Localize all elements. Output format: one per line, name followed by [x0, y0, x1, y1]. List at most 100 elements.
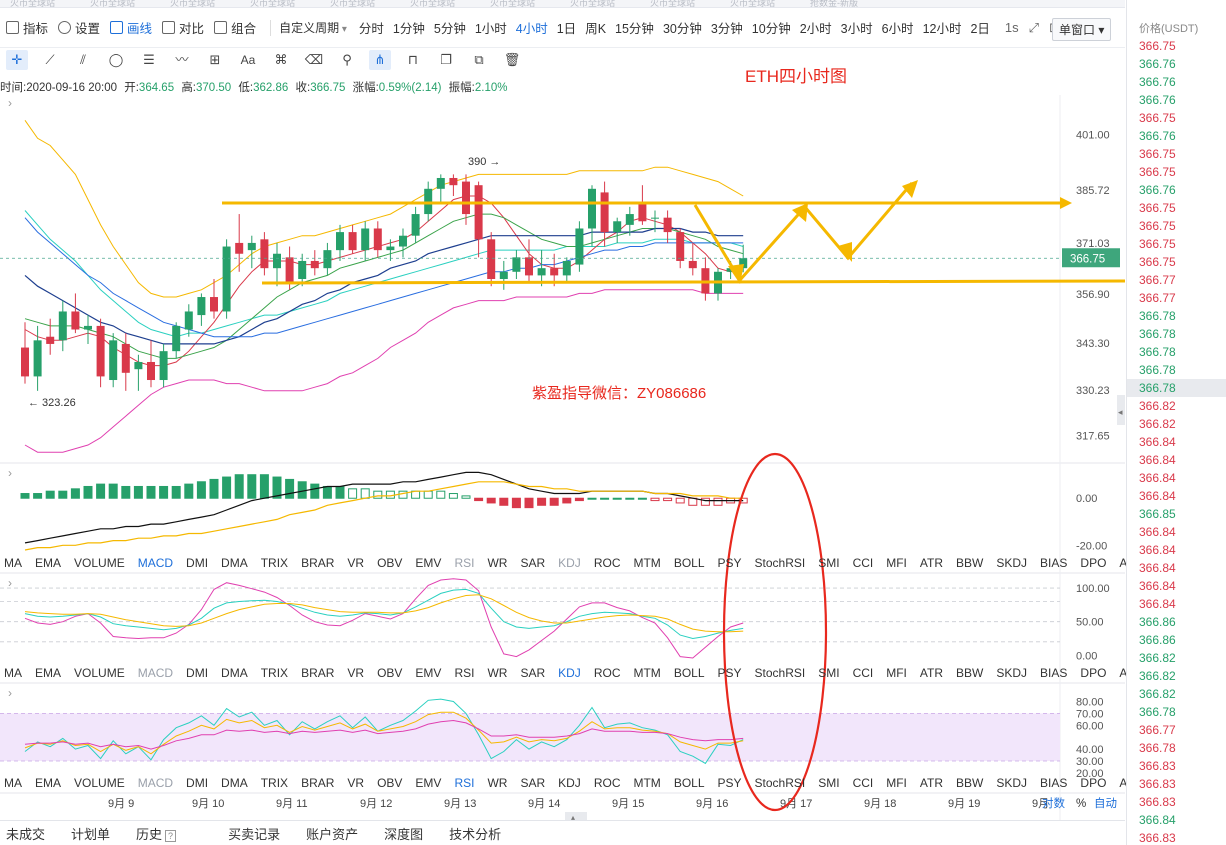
- indicator-tab-smi[interactable]: SMI: [818, 666, 840, 680]
- exchange-tab[interactable]: 火币全球站: [10, 0, 56, 8]
- indicator-tab-dmi[interactable]: DMI: [186, 666, 209, 680]
- price-row[interactable]: 366.83: [1139, 759, 1176, 773]
- indicator-tab-cci[interactable]: CCI: [852, 666, 874, 680]
- trend-line-icon[interactable]: ⟋: [45, 52, 55, 67]
- indicator-tab-roc[interactable]: ROC: [593, 666, 621, 680]
- indicator-tab-atr[interactable]: ATR: [919, 556, 944, 570]
- indicator-tab-sar[interactable]: SAR: [520, 666, 546, 680]
- price-row[interactable]: 366.84: [1139, 525, 1176, 539]
- period-option[interactable]: 10分钟: [751, 22, 791, 36]
- indicator-tab-stochrsi[interactable]: StochRSI: [754, 666, 806, 680]
- period-option[interactable]: 3小时: [840, 22, 873, 36]
- copy-icon[interactable]: ❐: [440, 52, 452, 67]
- period-option[interactable]: 15分钟: [615, 22, 654, 36]
- price-row[interactable]: 366.78: [1139, 363, 1176, 377]
- pattern-icon[interactable]: ⌘: [274, 52, 288, 67]
- indicator-tab-macd[interactable]: MACD: [137, 776, 174, 790]
- price-row[interactable]: 366.75: [1139, 165, 1176, 179]
- price-row[interactable]: 366.84: [1139, 813, 1176, 827]
- indicator-tab-kdj[interactable]: KDJ: [558, 556, 581, 570]
- bottom-tab[interactable]: 买卖记录: [228, 826, 281, 842]
- indicator-tab-mfi[interactable]: MFI: [886, 666, 907, 680]
- indicator-tab-obv[interactable]: OBV: [377, 776, 403, 790]
- bottom-tab[interactable]: 技术分析: [449, 826, 502, 842]
- indicator-tab-wr[interactable]: WR: [487, 666, 508, 680]
- exchange-tab[interactable]: 火币全球站: [650, 0, 696, 8]
- indicator-tab-dpo[interactable]: DPO: [1080, 556, 1107, 570]
- indicator-tab-rsi[interactable]: RSI: [454, 666, 475, 680]
- indicator-tab-obv[interactable]: OBV: [377, 666, 403, 680]
- indicator-tab-vr[interactable]: VR: [347, 556, 365, 570]
- indicator-tab-wr[interactable]: WR: [487, 556, 508, 570]
- layers-icon[interactable]: ⧉: [474, 52, 484, 67]
- indicator-tab-smi[interactable]: SMI: [818, 776, 840, 790]
- price-row[interactable]: 366.86: [1139, 633, 1176, 647]
- indicator-tab-cci[interactable]: CCI: [852, 556, 874, 570]
- period-option[interactable]: 5分钟: [433, 22, 466, 36]
- price-row[interactable]: 366.84: [1139, 435, 1176, 449]
- indicator-tab-bias[interactable]: BIAS: [1040, 776, 1068, 790]
- price-row[interactable]: 366.77: [1139, 291, 1176, 305]
- indicator-tab-obv[interactable]: OBV: [377, 556, 403, 570]
- exchange-tab[interactable]: 火币全球站: [410, 0, 456, 8]
- custom-period-dropdown[interactable]: 自定义周期: [279, 19, 347, 36]
- indicator-tab-sar[interactable]: SAR: [520, 776, 546, 790]
- indicator-tab-kdj[interactable]: KDJ: [558, 666, 581, 680]
- bottom-tab[interactable]: 深度图: [384, 826, 424, 842]
- indicator-tab-atr[interactable]: ATR: [919, 666, 944, 680]
- indicator-tab-bbw[interactable]: BBW: [956, 556, 984, 570]
- indicator-tab-mfi[interactable]: MFI: [886, 776, 907, 790]
- period-option[interactable]: 1分钟: [392, 22, 425, 36]
- indicator-tab-ema[interactable]: EMA: [35, 556, 62, 570]
- period-option[interactable]: 6小时: [881, 22, 914, 36]
- indicator-tab-dma[interactable]: DMA: [221, 666, 248, 680]
- exchange-tab[interactable]: 火币全球站: [490, 0, 536, 8]
- indicator-tab-volume[interactable]: VOLUME: [74, 556, 125, 570]
- indicator-tab-emv[interactable]: EMV: [415, 556, 442, 570]
- price-row[interactable]: 366.83: [1139, 777, 1176, 791]
- indicator-tab-atr[interactable]: ATR: [919, 776, 944, 790]
- bottom-tab[interactable]: 计划单: [71, 826, 111, 842]
- indicator-tab-mtm[interactable]: MTM: [633, 556, 661, 570]
- price-row[interactable]: 366.84: [1139, 471, 1176, 485]
- bottom-tab[interactable]: 账户资产: [306, 826, 359, 842]
- parallel-lines-icon[interactable]: ⫽: [80, 52, 86, 67]
- ruler-icon[interactable]: ⚲: [342, 52, 352, 67]
- price-row[interactable]: 366.77: [1139, 273, 1176, 287]
- indicator-tab-cci[interactable]: CCI: [852, 776, 874, 790]
- indicator-tab-skdj[interactable]: SKDJ: [996, 776, 1028, 790]
- indicator-tab-roc[interactable]: ROC: [593, 776, 621, 790]
- combine-button[interactable]: 组合: [214, 18, 256, 37]
- price-row[interactable]: 366.77: [1139, 723, 1176, 737]
- price-row[interactable]: 366.76: [1139, 93, 1176, 107]
- price-row[interactable]: 366.75: [1139, 111, 1176, 125]
- price-row[interactable]: 366.75: [1139, 237, 1176, 251]
- indicator-tab-volume[interactable]: VOLUME: [74, 666, 125, 680]
- price-row[interactable]: 366.75: [1139, 39, 1176, 53]
- indicator-tab-sar[interactable]: SAR: [520, 556, 546, 570]
- price-row[interactable]: 366.82: [1139, 669, 1176, 683]
- price-row[interactable]: 366.82: [1139, 399, 1176, 413]
- price-row[interactable]: 366.86: [1139, 615, 1176, 629]
- period-option[interactable]: 2日: [970, 22, 990, 36]
- indicator-tab-dpo[interactable]: DPO: [1080, 666, 1107, 680]
- indicator-tab-kdj[interactable]: KDJ: [558, 776, 581, 790]
- price-row[interactable]: 366.82: [1139, 417, 1176, 431]
- indicator-tab-bbw[interactable]: BBW: [956, 666, 984, 680]
- indicator-tab-skdj[interactable]: SKDJ: [996, 666, 1028, 680]
- bottom-tab[interactable]: 历史?: [136, 824, 202, 843]
- indicator-tab-trix[interactable]: TRIX: [260, 556, 289, 570]
- indicator-tab-rsi[interactable]: RSI: [454, 776, 475, 790]
- period-option[interactable]: 30分钟: [662, 22, 702, 36]
- horizontal-lines-icon[interactable]: ☰: [143, 52, 155, 67]
- indicator-tab-volume[interactable]: VOLUME: [74, 776, 125, 790]
- grid-tool-icon[interactable]: ⊞: [209, 52, 221, 67]
- price-row[interactable]: 366.75: [1139, 255, 1176, 269]
- period-option[interactable]: 1日: [556, 22, 577, 36]
- indicator-tab-vr[interactable]: VR: [347, 666, 365, 680]
- wave-icon[interactable]: 〰: [175, 52, 189, 67]
- indicator-tab-wr[interactable]: WR: [487, 776, 508, 790]
- indicator-tab-bias[interactable]: BIAS: [1040, 666, 1068, 680]
- price-row[interactable]: 366.85: [1139, 507, 1176, 521]
- indicator-tab-macd[interactable]: MACD: [137, 556, 174, 570]
